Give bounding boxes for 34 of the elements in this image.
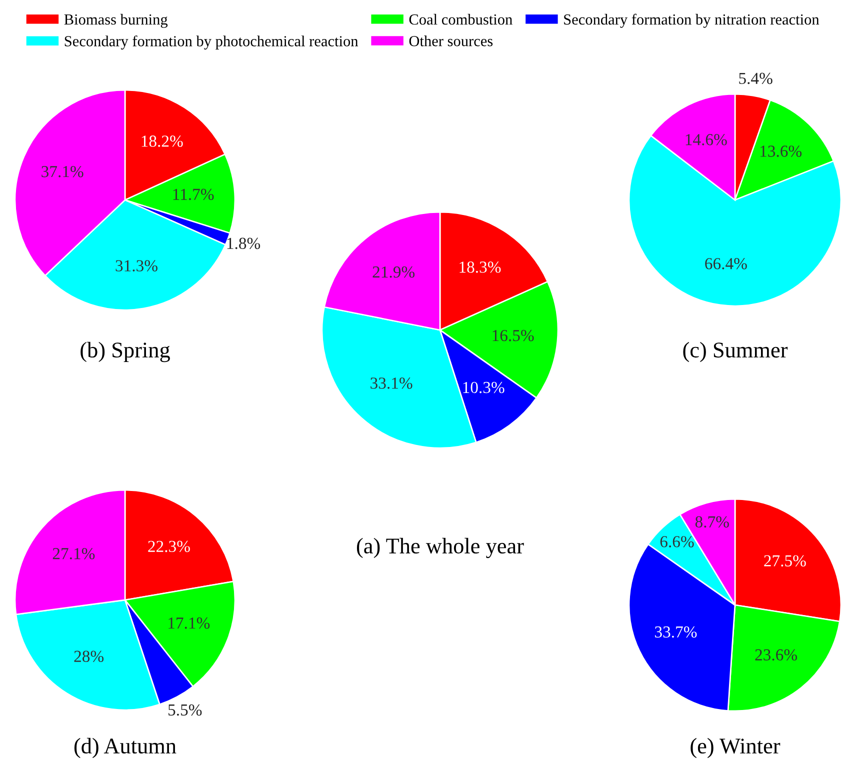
data-label: 37.1% xyxy=(42,166,84,178)
data-label: 21.9% xyxy=(372,266,415,278)
data-label: 11.7% xyxy=(173,188,214,200)
data-label: 1.8% xyxy=(227,238,260,250)
data-label: 8.7% xyxy=(695,516,729,528)
text: (d) Autumn xyxy=(74,738,176,758)
data-label: 27.1% xyxy=(52,548,95,560)
data-label: 33.1% xyxy=(370,378,412,389)
data-label: 23.6% xyxy=(755,649,798,661)
legend-label: Biomass burning xyxy=(64,14,168,28)
legend-label: Coal combustion xyxy=(409,14,512,25)
data-label: 14.6% xyxy=(686,134,727,146)
text: (c) Summer xyxy=(683,342,788,362)
data-label: 13.6% xyxy=(760,146,802,157)
data-label: 10.3% xyxy=(463,382,504,394)
data-label: 33.7% xyxy=(655,626,697,638)
data-label: 17.1% xyxy=(168,617,210,629)
data-label: 18.3% xyxy=(460,262,501,273)
text: (e) Winter xyxy=(690,738,780,758)
data-label: 6.6% xyxy=(660,536,694,548)
data-label: 28% xyxy=(74,650,104,662)
data-label: 18.2% xyxy=(142,136,183,147)
legend-label: Secondary formation by nitration reaction xyxy=(564,14,820,28)
text: (b) Spring xyxy=(80,342,170,362)
legend-label: Secondary formation by photochemical reaction xyxy=(64,35,358,50)
data-label: 27.5% xyxy=(764,555,806,567)
legend-label: Other sources xyxy=(409,35,493,46)
data-label: 5.5% xyxy=(168,704,202,716)
data-label: 66.4% xyxy=(705,258,747,270)
data-label: 31.3% xyxy=(116,260,158,272)
data-label: 22.3% xyxy=(148,540,190,552)
text: (a) The whole year xyxy=(356,538,524,558)
data-label: 5.4% xyxy=(739,72,772,84)
data-label: 16.5% xyxy=(492,330,534,342)
